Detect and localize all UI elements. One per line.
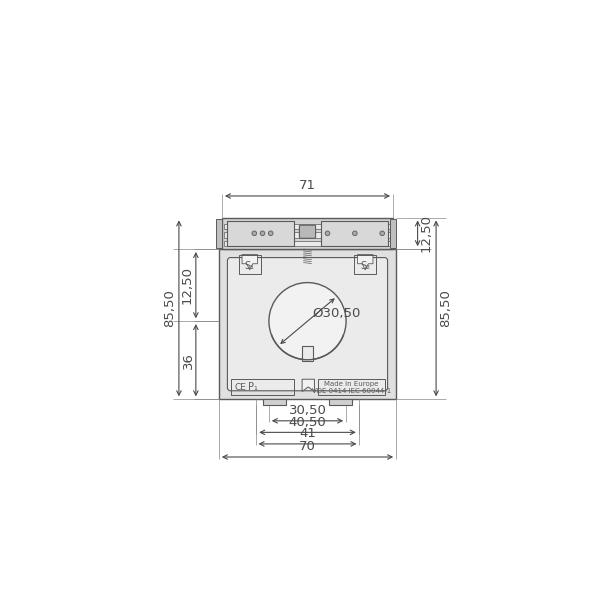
Bar: [263, 399, 286, 406]
Text: 85,50: 85,50: [439, 289, 452, 328]
Bar: [227, 221, 293, 246]
Text: CE: CE: [235, 383, 246, 392]
FancyBboxPatch shape: [299, 225, 316, 238]
Circle shape: [268, 231, 273, 236]
Text: Made in Europe
VDE 0414 IEC 60044-1: Made in Europe VDE 0414 IEC 60044-1: [312, 381, 391, 394]
Polygon shape: [242, 254, 257, 270]
Text: 12,50: 12,50: [180, 266, 193, 304]
Circle shape: [353, 231, 357, 236]
Bar: [219, 249, 396, 399]
Bar: [239, 255, 260, 274]
Text: S₂: S₂: [360, 261, 370, 271]
Text: S₁: S₁: [245, 261, 255, 271]
Bar: [329, 399, 352, 406]
FancyBboxPatch shape: [227, 257, 388, 391]
Bar: [222, 218, 393, 249]
Bar: [302, 346, 313, 361]
Bar: [230, 379, 293, 395]
Circle shape: [260, 231, 265, 236]
Bar: [224, 224, 391, 229]
Text: 36: 36: [182, 352, 194, 368]
Circle shape: [252, 231, 257, 236]
Text: 85,50: 85,50: [163, 289, 176, 328]
Circle shape: [325, 231, 330, 236]
Bar: [355, 255, 376, 274]
Text: 30,50: 30,50: [289, 404, 326, 417]
Text: P₁: P₁: [248, 382, 258, 392]
Bar: [318, 379, 385, 395]
Text: 70: 70: [299, 440, 316, 453]
Polygon shape: [358, 254, 373, 270]
Circle shape: [269, 283, 346, 360]
Text: 12,50: 12,50: [419, 214, 433, 253]
Text: Ø30,50: Ø30,50: [312, 307, 361, 320]
Text: 40,50: 40,50: [289, 416, 326, 428]
Bar: [390, 219, 396, 248]
Bar: [216, 219, 222, 248]
Text: 41: 41: [299, 427, 316, 440]
Bar: [224, 232, 391, 238]
Bar: [224, 241, 391, 246]
Polygon shape: [302, 379, 314, 392]
Bar: [322, 221, 388, 246]
Text: 71: 71: [299, 179, 316, 192]
Circle shape: [380, 231, 385, 236]
